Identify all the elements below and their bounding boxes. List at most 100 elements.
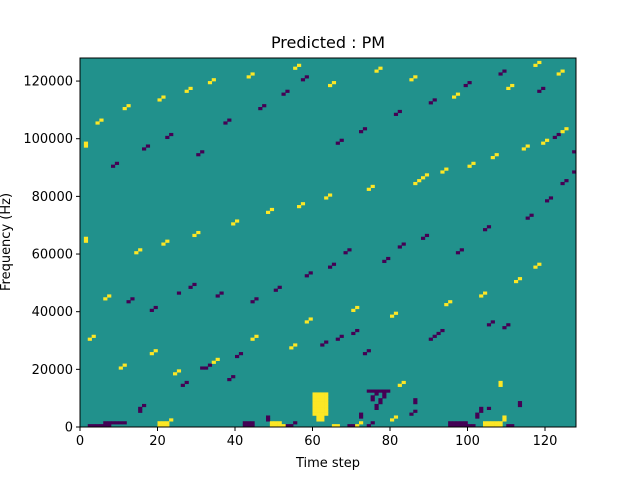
heatmap-cell-high xyxy=(320,406,325,410)
heatmap-cell-low xyxy=(378,401,383,405)
heatmap-cell-low xyxy=(455,424,461,428)
heatmap-cell-low xyxy=(250,300,255,304)
heatmap-cell-low xyxy=(223,121,228,125)
heatmap-cell-high xyxy=(91,334,96,338)
heatmap-cell-high xyxy=(83,141,89,145)
heatmap-cell-low xyxy=(486,406,492,410)
heatmap-cell-low xyxy=(572,170,577,174)
heatmap-cell-low xyxy=(502,326,507,330)
heatmap-cell-low xyxy=(517,401,523,405)
heatmap-cell-low xyxy=(227,377,232,382)
heatmap-cell-high xyxy=(320,398,325,402)
heatmap-cell-low xyxy=(238,352,244,356)
heatmap-cell-low xyxy=(130,297,135,301)
heatmap-cell-high xyxy=(483,291,488,295)
heatmap-cell-high xyxy=(99,118,104,122)
heatmap-cell-low xyxy=(541,86,546,91)
heatmap-cell-low xyxy=(331,262,337,266)
heatmap-cell-low xyxy=(424,233,430,238)
heatmap-cell-low xyxy=(463,421,468,425)
heatmap-cell-high xyxy=(312,401,317,405)
y-tick-label: 100000 xyxy=(23,132,73,147)
heatmap-cell-low xyxy=(378,389,383,393)
heatmap-cell-high xyxy=(541,141,546,145)
heatmap-cell-low xyxy=(138,409,143,413)
heatmap-cell-low xyxy=(359,130,364,134)
heatmap-cell-low xyxy=(281,92,286,96)
heatmap-cell-low xyxy=(277,285,282,289)
heatmap-cell-low xyxy=(455,421,461,425)
heatmap-cell-low xyxy=(262,104,267,108)
x-tick-label: 40 xyxy=(227,434,244,449)
heatmap-cell-low xyxy=(347,424,352,428)
heatmap-cell-high xyxy=(366,187,371,191)
heatmap-cell-high xyxy=(122,363,127,367)
heatmap-cell-low xyxy=(99,424,104,428)
heatmap-cell-high xyxy=(324,401,329,405)
heatmap-cell-high xyxy=(533,265,538,269)
heatmap-cell-high xyxy=(312,398,317,402)
heatmap-cell-high xyxy=(308,317,313,321)
heatmap-cell-high xyxy=(351,308,356,312)
heatmap-cell-low xyxy=(475,415,480,419)
heatmap-cell-high xyxy=(390,314,395,318)
heatmap-cell-low xyxy=(165,135,170,140)
heatmap-cell-low xyxy=(142,403,147,408)
heatmap-cell-low xyxy=(397,109,402,114)
heatmap-cell-low xyxy=(235,354,240,359)
heatmap-cell-high xyxy=(424,173,430,177)
heatmap-cell-low xyxy=(335,141,340,145)
heatmap-cell-low xyxy=(370,389,375,393)
heatmap-cell-high xyxy=(157,98,162,102)
y-tick-label: 80000 xyxy=(32,190,73,205)
heatmap-cell-high xyxy=(502,415,507,419)
heatmap-cell-low xyxy=(111,164,116,168)
heatmap-cell-high xyxy=(316,406,321,410)
heatmap-cell-low xyxy=(246,424,251,428)
heatmap-cell-high xyxy=(277,424,282,428)
heatmap-cell-low xyxy=(362,352,368,356)
heatmap-cell-low xyxy=(486,323,492,327)
heatmap-cell-high xyxy=(250,72,255,76)
heatmap-cell-high xyxy=(297,205,302,209)
heatmap-cell-low xyxy=(564,179,569,183)
heatmap-cell-low xyxy=(463,83,468,88)
heatmap-cell-high xyxy=(502,418,507,422)
heatmap-cell-low xyxy=(556,132,561,137)
heatmap-cell-high xyxy=(118,366,123,370)
heatmap-cell-high xyxy=(401,380,406,385)
heatmap-cell-low xyxy=(289,424,294,428)
heatmap-cell-low xyxy=(452,424,457,428)
heatmap-cell-high xyxy=(246,75,251,79)
heatmap-cell-high xyxy=(374,69,379,73)
heatmap-cell-low xyxy=(293,421,298,425)
heatmap-cell-high xyxy=(173,372,178,376)
heatmap-cell-low xyxy=(343,251,348,255)
heatmap-cell-high xyxy=(421,176,426,180)
y-tick-label: 120000 xyxy=(23,75,73,90)
heatmap-cell-low xyxy=(300,78,306,82)
heatmap-cell-low xyxy=(378,398,383,402)
heatmap-cell-low xyxy=(386,256,391,261)
heatmap-cell-low xyxy=(537,89,542,93)
heatmap-cell-high xyxy=(165,424,170,428)
heatmap-cell-high xyxy=(316,403,321,408)
heatmap-cell-low xyxy=(258,107,263,111)
heatmap-cell-high xyxy=(211,360,216,364)
heatmap-cell-low xyxy=(483,228,488,232)
heatmap-cell-high xyxy=(316,398,321,402)
heatmap-cell-high xyxy=(312,395,317,399)
heatmap-cell-high xyxy=(452,95,457,99)
heatmap-cell-high xyxy=(359,421,364,425)
heatmap-cell-high xyxy=(293,66,298,70)
heatmap-cell-low xyxy=(351,331,356,336)
heatmap-cell-high xyxy=(355,305,360,310)
heatmap-cell-high xyxy=(103,297,108,301)
heatmap-cell-high xyxy=(138,248,143,252)
heatmap-cell-high xyxy=(324,409,329,413)
heatmap-cell-high xyxy=(231,222,236,226)
heatmap-cell-low xyxy=(432,334,437,338)
heatmap-cell-low xyxy=(250,424,255,428)
plot-frame xyxy=(79,57,577,428)
